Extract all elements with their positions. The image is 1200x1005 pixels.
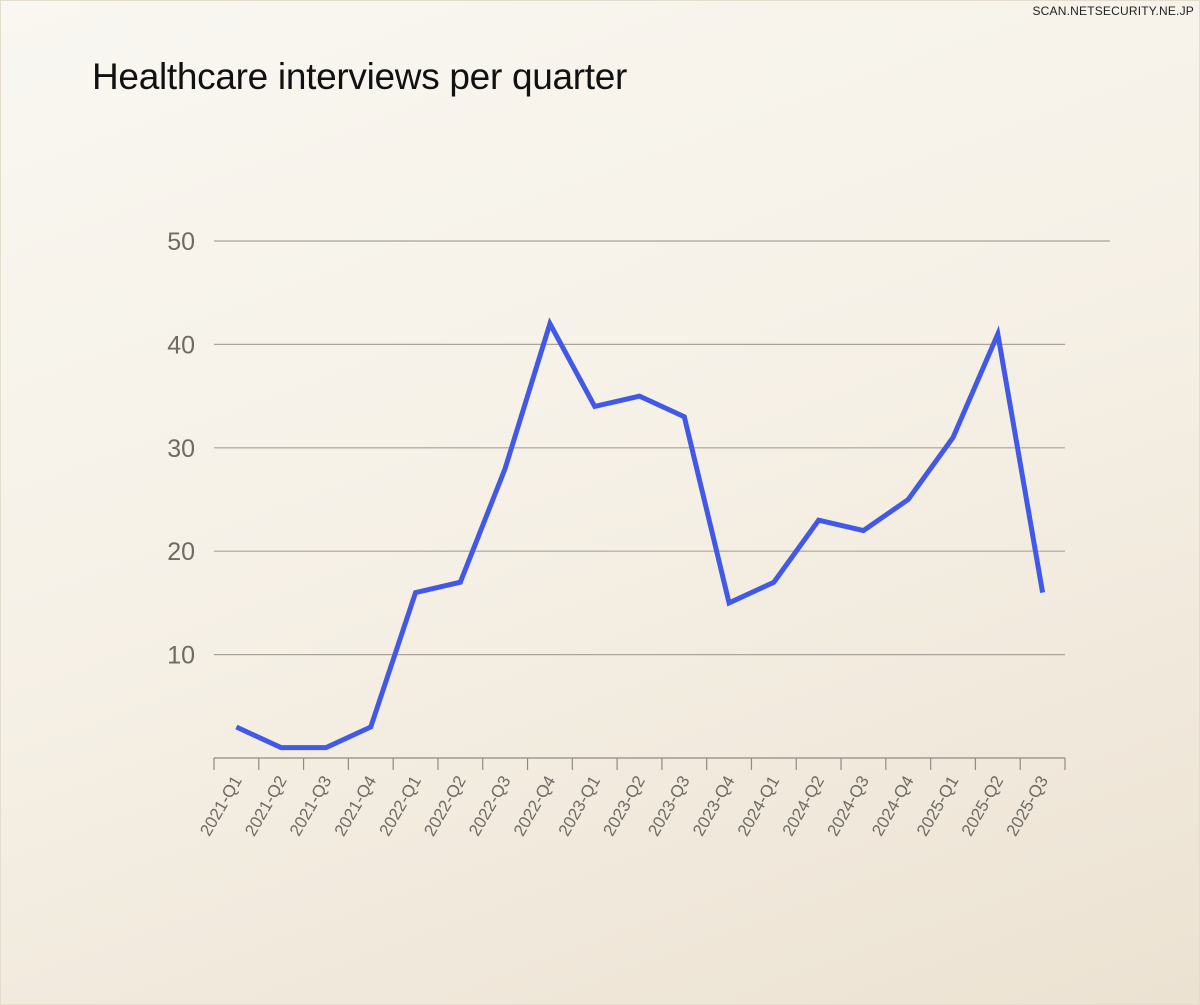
x-tick-label: 2024-Q1 — [734, 773, 784, 840]
x-tick-label: 2022-Q2 — [420, 773, 470, 840]
x-tick-label: 2024-Q4 — [868, 773, 918, 840]
x-tick-label: 2021-Q1 — [196, 773, 246, 840]
x-tick-label: 2025-Q3 — [1003, 773, 1053, 840]
x-tick-label: 2023-Q1 — [555, 773, 605, 840]
y-tick-label: 30 — [167, 435, 195, 463]
x-tick-label: 2024-Q3 — [823, 773, 873, 840]
y-tick-label: 40 — [167, 331, 195, 359]
x-tick-label: 2022-Q4 — [510, 773, 560, 840]
x-tick-label: 2023-Q4 — [689, 773, 739, 840]
series-line — [235, 317, 1046, 751]
chart-title: Healthcare interviews per quarter — [92, 56, 628, 97]
x-tick-label: 2021-Q4 — [331, 773, 381, 840]
y-tick-label: 10 — [167, 642, 195, 670]
y-tick-label: 20 — [167, 538, 195, 566]
x-tick-label: 2025-Q2 — [958, 773, 1008, 840]
x-tick-label: 2022-Q3 — [465, 773, 515, 840]
y-tick-label: 50 — [167, 228, 195, 256]
x-tick-label: 2023-Q3 — [644, 773, 694, 840]
x-tick-label: 2021-Q2 — [241, 773, 291, 840]
watermark: SCAN.NETSECURITY.NE.JP — [1032, 4, 1194, 18]
x-tick-label: 2022-Q1 — [375, 773, 425, 840]
x-tick-label: 2023-Q2 — [599, 773, 649, 840]
x-tick-label: 2024-Q2 — [779, 773, 829, 840]
x-tick-label: 2021-Q3 — [286, 773, 336, 840]
x-tick-label: 2025-Q1 — [913, 773, 963, 840]
